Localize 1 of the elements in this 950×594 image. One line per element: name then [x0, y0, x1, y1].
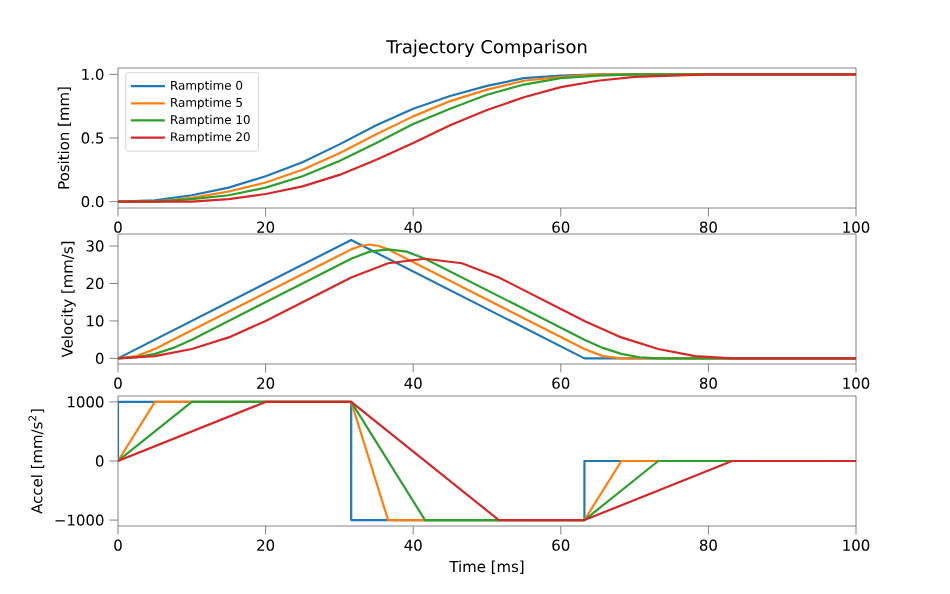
chart-title: Trajectory Comparison [386, 39, 587, 57]
